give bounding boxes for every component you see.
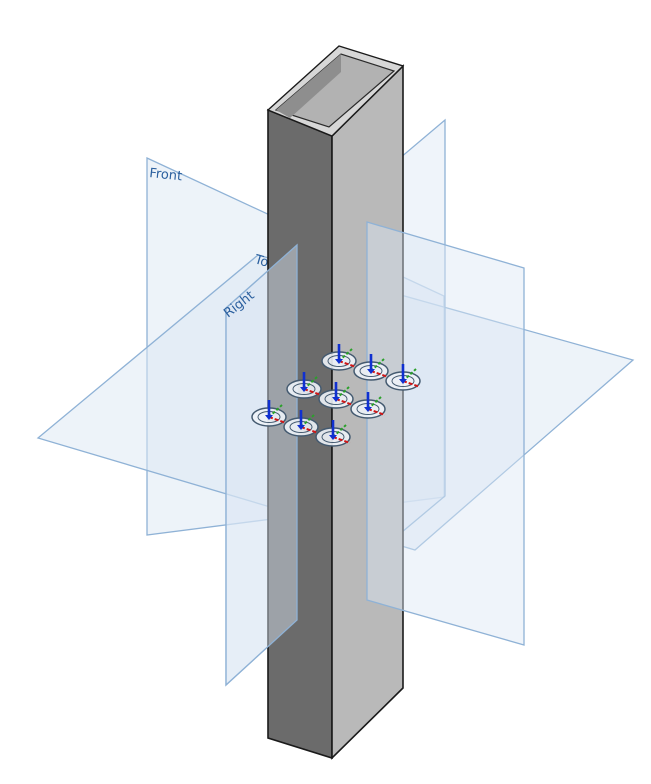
x-axis-triad (402, 380, 421, 388)
z-axis-arrowhead (300, 387, 308, 392)
x-axis-triad (303, 388, 322, 396)
top-plane-label[interactable]: To (252, 252, 270, 270)
x-axis-triad (338, 360, 357, 368)
mate-connector[interactable] (315, 420, 351, 447)
mate-connector[interactable] (283, 410, 319, 437)
z-axis-arrowhead (364, 407, 372, 412)
plane-section-front-right[interactable] (366, 221, 525, 646)
x-axis-triad (332, 436, 351, 444)
z-axis-arrowhead (367, 369, 375, 374)
x-axis-triad (370, 370, 389, 378)
z-axis-arrowhead (399, 379, 407, 384)
x-axis-triad (268, 416, 287, 424)
right-plane-front[interactable] (225, 243, 298, 687)
mate-connector[interactable] (321, 344, 357, 371)
mate-connector[interactable] (251, 400, 287, 427)
front-plane-label[interactable]: Front (149, 166, 183, 184)
z-axis-arrowhead (265, 415, 273, 420)
mate-connector[interactable] (385, 364, 421, 391)
mate-connector[interactable] (353, 354, 389, 381)
z-axis-arrowhead (332, 397, 340, 402)
mate-connector[interactable] (350, 392, 386, 419)
x-axis-triad (367, 408, 386, 416)
mate-connector-group[interactable] (251, 344, 421, 447)
z-axis-arrowhead (297, 425, 305, 430)
z-axis-arrowhead (329, 435, 337, 440)
z-axis-arrowhead (335, 359, 343, 364)
tube-inner-wall[interactable] (276, 54, 341, 118)
x-axis-triad (335, 398, 354, 406)
mate-connector[interactable] (286, 372, 322, 399)
x-axis-triad (300, 426, 319, 434)
mate-connector[interactable] (318, 382, 354, 409)
